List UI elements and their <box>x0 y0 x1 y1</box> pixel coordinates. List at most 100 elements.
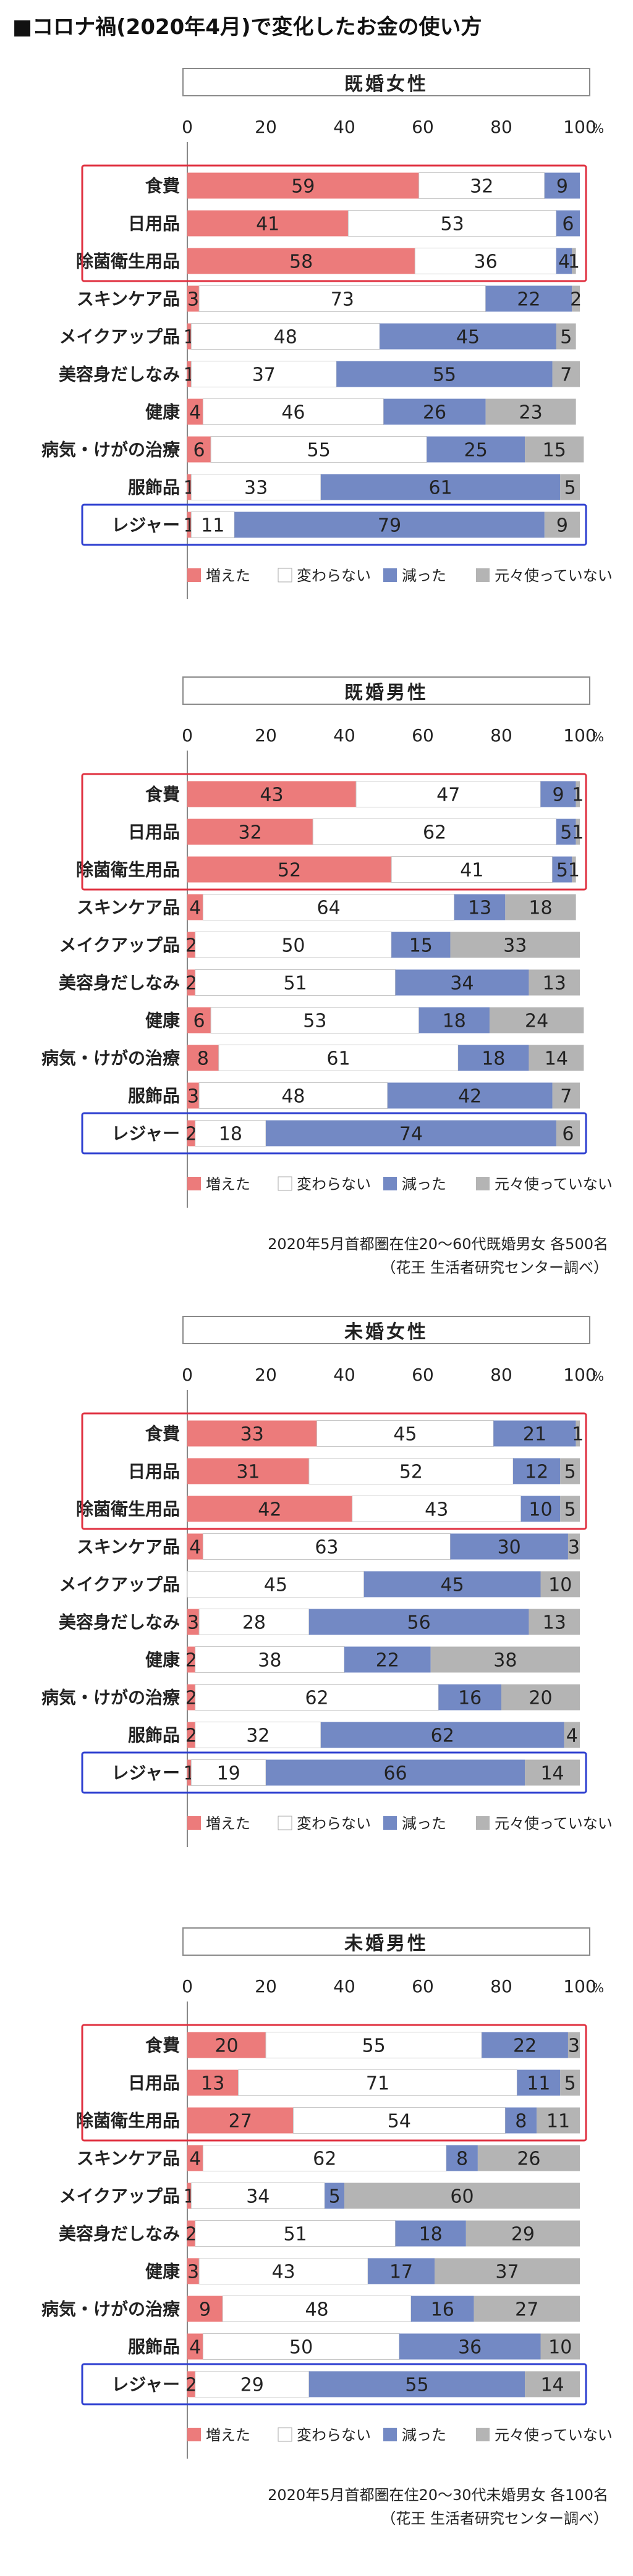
bar-segment <box>195 2371 310 2397</box>
category-label: スキンケア品 <box>77 289 180 309</box>
bar-segment <box>410 2296 474 2322</box>
data-label: 43 <box>425 1499 448 1521</box>
category-label: スキンケア品 <box>77 898 180 918</box>
legend-label: 減った <box>402 567 446 584</box>
data-label: 62 <box>431 1725 454 1747</box>
bar-segment <box>540 1571 580 1597</box>
highlight-box-blue <box>81 1751 587 1794</box>
bar-segment <box>454 894 506 920</box>
bar-segment <box>560 2069 580 2096</box>
data-label: 9 <box>556 176 568 198</box>
data-label: 34 <box>246 2186 270 2208</box>
data-label: 79 <box>378 515 401 537</box>
data-label: 26 <box>423 402 446 424</box>
data-label: 12 <box>525 1462 548 1483</box>
category-label: レジャー <box>111 1763 180 1783</box>
data-label: 62 <box>313 2149 336 2170</box>
data-label: 20 <box>215 2035 238 2057</box>
bar-segment <box>438 1684 501 1711</box>
data-label: 42 <box>258 1499 281 1521</box>
data-label: 22 <box>517 289 540 311</box>
bar-segment <box>187 436 211 463</box>
bar-segment <box>202 2145 447 2171</box>
page-title: ■コロナ禍(2020年4月)で変化したお金の使い方 <box>12 15 482 40</box>
bar-segment <box>308 1609 529 1635</box>
data-label: 8 <box>456 2149 468 2170</box>
category-label: 健康 <box>145 1011 181 1031</box>
category-label: 病気・けがの治療 <box>41 2299 181 2320</box>
category-label: 服飾品 <box>128 2337 180 2357</box>
category-label: 健康 <box>145 2262 181 2282</box>
x-tick-label: 80 <box>490 1365 512 1385</box>
x-tick-label: 80 <box>490 725 512 746</box>
bar-segment <box>187 932 195 958</box>
data-label: 46 <box>281 402 305 424</box>
legend-label: 元々使っていない <box>495 1815 613 1832</box>
category-label: 健康 <box>145 1650 181 1670</box>
chart-title: 既婚女性 <box>182 68 590 96</box>
x-tick-label: 80 <box>490 1976 512 1997</box>
data-label: 37 <box>252 364 276 386</box>
data-label: 53 <box>441 214 464 235</box>
data-label: 4 <box>189 898 201 919</box>
data-label: 15 <box>543 440 566 461</box>
data-label: 5 <box>560 822 572 844</box>
bar-segment <box>572 285 580 312</box>
bar-segment <box>552 361 580 387</box>
source-line: （花王 生活者研究センター調べ） <box>381 2510 608 2527</box>
legend-label: 増えた <box>206 1815 250 1832</box>
data-label: 41 <box>256 214 279 235</box>
x-tick-label: 0 <box>182 1365 193 1385</box>
bar-segment <box>414 248 557 274</box>
bar-segment <box>572 248 576 274</box>
data-label: 13 <box>468 898 491 919</box>
bar-segment <box>560 474 580 500</box>
data-label: 1 <box>572 1424 584 1446</box>
data-label: 13 <box>201 2073 224 2095</box>
bar-segment <box>195 1722 321 1748</box>
x-axis-unit: % <box>592 1980 604 1995</box>
data-label: 25 <box>464 440 488 461</box>
bar-segment <box>195 1646 345 1673</box>
legend-swatch <box>187 1177 201 1190</box>
bar-segment <box>540 2333 580 2360</box>
bar-segment <box>525 1759 580 1786</box>
data-label: 33 <box>240 1424 264 1446</box>
bar-segment <box>190 1759 266 1786</box>
legend-label: 変わらない <box>297 2427 371 2444</box>
data-label: 8 <box>197 1048 209 1070</box>
data-label: 55 <box>362 2035 386 2057</box>
data-label: 30 <box>498 1537 521 1559</box>
x-axis-unit: % <box>592 730 604 744</box>
bar-segment <box>368 2258 435 2284</box>
bar-segment <box>312 819 557 845</box>
bar-segment <box>187 361 192 387</box>
category-label: 日用品 <box>128 822 180 843</box>
bar-segment <box>187 2069 239 2096</box>
data-label: 1 <box>568 860 580 882</box>
bar-segment <box>234 511 545 538</box>
bar-segment <box>505 2107 537 2134</box>
category-label: 除菌衛生用品 <box>76 860 180 880</box>
bar-segment <box>489 1007 584 1033</box>
bar-segment <box>513 1458 561 1484</box>
bar-segment <box>336 361 553 387</box>
legend-swatch <box>187 568 201 582</box>
legend-swatch <box>383 568 397 582</box>
data-label: 7 <box>560 364 572 386</box>
bar-segment <box>572 856 576 883</box>
data-label: 13 <box>543 973 566 995</box>
bar-segment <box>485 285 572 312</box>
category-label: 美容身だしなみ <box>59 973 180 993</box>
data-label: 63 <box>315 1537 338 1559</box>
data-label: 4 <box>189 402 201 424</box>
data-label: 17 <box>389 2262 413 2283</box>
bar-segment <box>517 2069 561 2096</box>
source-note: 2020年5月首都圏在住20～60代既婚男女 各500名 （花王 生活者研究センタ… <box>268 1232 608 1279</box>
x-tick-label: 20 <box>255 1976 277 1997</box>
data-label: 14 <box>540 2375 564 2396</box>
highlight-box-red <box>81 1412 587 1530</box>
bar-segment <box>187 1571 365 1597</box>
data-label: 5 <box>564 1462 576 1483</box>
